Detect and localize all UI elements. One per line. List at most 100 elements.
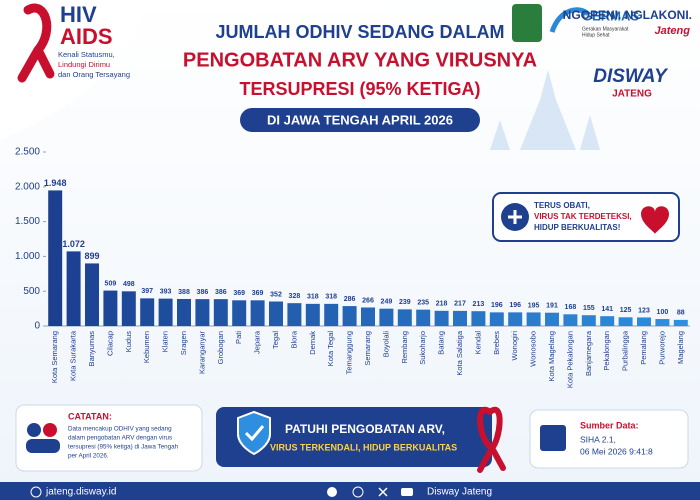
value-label: 195 — [528, 302, 540, 309]
bar — [379, 308, 394, 326]
y-tick-label: 2.500 — [15, 147, 40, 158]
x-tick-label: Cilacap — [105, 331, 114, 356]
value-label: 388 — [178, 289, 190, 296]
social-icon — [378, 487, 388, 497]
bar — [213, 299, 228, 326]
x-tick-label: Purworejo — [657, 331, 666, 365]
x-tick-label: Sukoharjo — [418, 331, 427, 365]
x-tick-label: Pemalang — [639, 331, 648, 365]
germas: GERMAS — [582, 8, 639, 23]
value-label: 369 — [252, 290, 264, 297]
bar — [287, 303, 302, 326]
cta: PATUHI PENGOBATAN ARV, — [285, 422, 445, 436]
value-label: 286 — [344, 296, 356, 303]
x-tick-label: Sragen — [179, 331, 188, 355]
cta-box — [216, 407, 492, 467]
source-text: SIHA 2.1, — [580, 434, 616, 444]
y-tick-label: 1.500 — [15, 216, 40, 227]
bar — [489, 312, 504, 326]
x-tick-label: Banjarnegara — [584, 330, 593, 376]
social-name: Disway Jateng — [427, 487, 492, 498]
value-label: 386 — [215, 289, 227, 296]
bar — [416, 309, 431, 326]
value-label: 141 — [601, 306, 613, 313]
jateng-script: Jateng — [655, 25, 691, 37]
people-icon — [43, 423, 57, 437]
value-label: 239 — [399, 299, 411, 306]
x-tick-label: Pekalongan — [602, 331, 611, 371]
shield-icon — [237, 410, 271, 456]
value-label: 123 — [638, 307, 650, 314]
x-tick-label: Temanggung — [345, 331, 354, 374]
shield-icon — [244, 425, 265, 442]
cta-sub: VIRUS TERKENDALI, HIDUP BERKUALITAS — [270, 442, 457, 452]
bar — [324, 303, 339, 326]
badge-text: TERUS OBATI, — [534, 201, 590, 210]
source-text: 06 Mei 2026 9:41:8 — [580, 446, 653, 456]
value-label: 397 — [141, 288, 153, 295]
people-icon — [27, 423, 41, 437]
footer-bar — [0, 482, 700, 500]
bar — [342, 306, 357, 326]
x-tick-label: Kota Surakarta — [69, 330, 78, 381]
disway: DISWAY — [593, 66, 669, 87]
value-label: 386 — [197, 289, 209, 296]
value-label: 217 — [454, 301, 466, 308]
bar — [581, 315, 596, 326]
bar — [563, 314, 578, 326]
bar — [195, 299, 210, 326]
bar — [121, 291, 136, 326]
red-ribbon — [17, 3, 55, 83]
x-tick-label: Pati — [234, 331, 243, 344]
value-label: 235 — [417, 299, 429, 306]
value-label: 899 — [84, 251, 99, 261]
globe-icon — [30, 486, 42, 498]
x-tick-label: Purbalingga — [621, 330, 630, 371]
value-label: 1.072 — [62, 239, 85, 249]
title-line: JUMLAH ODHIV SEDANG DALAM — [215, 22, 504, 42]
red-ribbon — [477, 406, 506, 473]
tagline: Kenali Statusmu, — [58, 50, 115, 59]
ngopeni: NGOPENI. NGLAKONI. — [563, 8, 692, 22]
value-label: 352 — [270, 291, 282, 298]
x-tick-label: Kota Salatiga — [455, 330, 464, 375]
x-tick-label: Wonogiri — [510, 331, 519, 361]
value-label: 318 — [307, 294, 319, 301]
x-tick-label: Wonosobo — [529, 331, 538, 367]
x-tick-label: Rembang — [400, 331, 409, 364]
bar — [673, 319, 688, 326]
y-tick-label: 2.000 — [15, 181, 40, 192]
x-tick-label: Grobogan — [216, 331, 225, 364]
note-text: Data mencakup ODHIV yang sedang — [68, 426, 172, 433]
temple-illustration — [490, 70, 600, 150]
bar — [600, 316, 615, 326]
bar — [103, 290, 118, 326]
note-title: CATATAN: — [68, 411, 112, 421]
social-icon — [327, 487, 337, 497]
title-line: TERSUPRESI (95% KETIGA) — [239, 79, 480, 99]
source-box — [529, 409, 689, 469]
x-tick-label: Banyumas — [87, 331, 96, 367]
value-label: 196 — [509, 302, 521, 309]
logo-jateng — [512, 4, 542, 42]
bar — [140, 298, 155, 326]
website: jateng.disway.id — [45, 487, 116, 498]
note-text: tersupresi (95% ketiga) di Jawa Tengah — [68, 444, 179, 451]
tagline: dan Orang Tersayang — [58, 70, 130, 79]
bar — [250, 300, 265, 326]
badge-icon — [508, 210, 522, 224]
note-text: per April 2026. — [68, 453, 109, 460]
bar — [471, 311, 486, 326]
header-panel — [0, 0, 150, 140]
calendar-icon — [540, 425, 566, 451]
bar — [305, 303, 320, 326]
value-label: 168 — [565, 304, 577, 311]
bar — [618, 317, 633, 326]
bar — [526, 312, 541, 326]
brand: AIDS — [60, 24, 113, 49]
x-tick-label: Kudus — [124, 331, 133, 353]
source-title: Sumber Data: — [580, 420, 639, 430]
x-tick-label: Demak — [308, 331, 317, 355]
value-label: 196 — [491, 302, 503, 309]
